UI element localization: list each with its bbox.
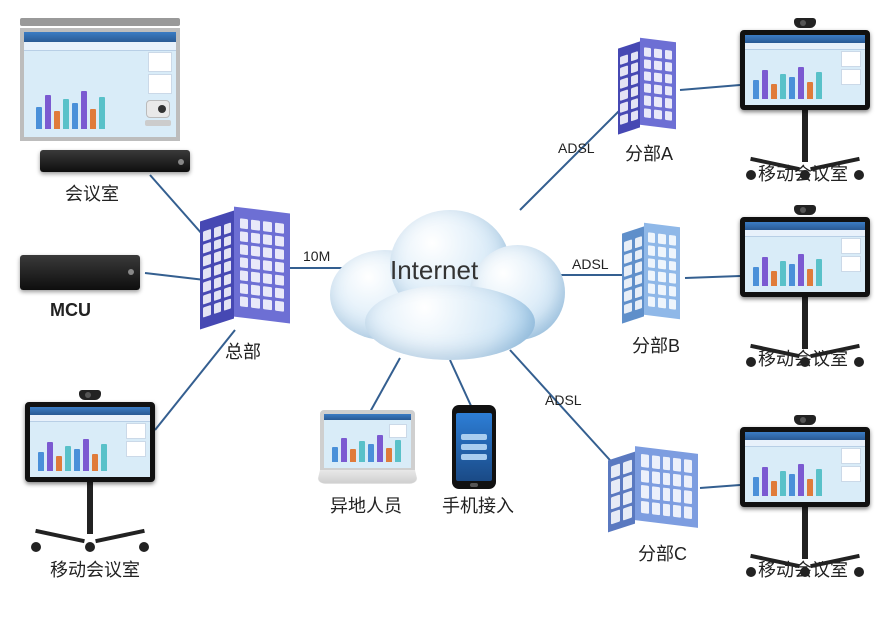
branch-b-label: 分部B (632, 332, 680, 358)
remote-staff-label: 异地人员 (330, 492, 402, 518)
hq-label: 总部 (225, 338, 261, 364)
internet-label: Internet (390, 255, 478, 286)
ptz-camera-icon (143, 100, 173, 126)
mobile-room-left-label: 移动会议室 (50, 556, 140, 582)
branch-b-building (622, 225, 680, 325)
laptop-icon (320, 410, 415, 488)
branch-c-label: 分部C (638, 540, 687, 566)
edge-label: ADSL (572, 256, 609, 272)
mcu-box-icon (20, 255, 140, 290)
mobile-cart-a (740, 18, 870, 178)
mobile-room-c-label: 移动会议室 (758, 556, 848, 582)
mobile-cart-left (25, 390, 155, 550)
conference-room-label: 会议室 (65, 180, 119, 206)
edge-label: ADSL (558, 140, 595, 156)
edge-label: 10M (303, 248, 330, 264)
edge-label: ADSL (545, 392, 582, 408)
mobile-room-b-label: 移动会议室 (758, 345, 848, 371)
mobile-room-a-label: 移动会议室 (758, 160, 848, 186)
branch-a-label: 分部A (625, 140, 673, 166)
branch-c-building (608, 450, 698, 530)
mobile-cart-b (740, 205, 870, 365)
phone-icon (452, 405, 496, 489)
codec-box-icon (40, 150, 190, 172)
mcu-label: MCU (50, 300, 91, 321)
hq-building (200, 210, 290, 330)
phone-access-label: 手机接入 (442, 492, 514, 518)
diagram-root: { "type": "network", "canvas": { "width"… (0, 0, 888, 618)
mobile-cart-c (740, 415, 870, 575)
branch-a-building (618, 40, 676, 135)
